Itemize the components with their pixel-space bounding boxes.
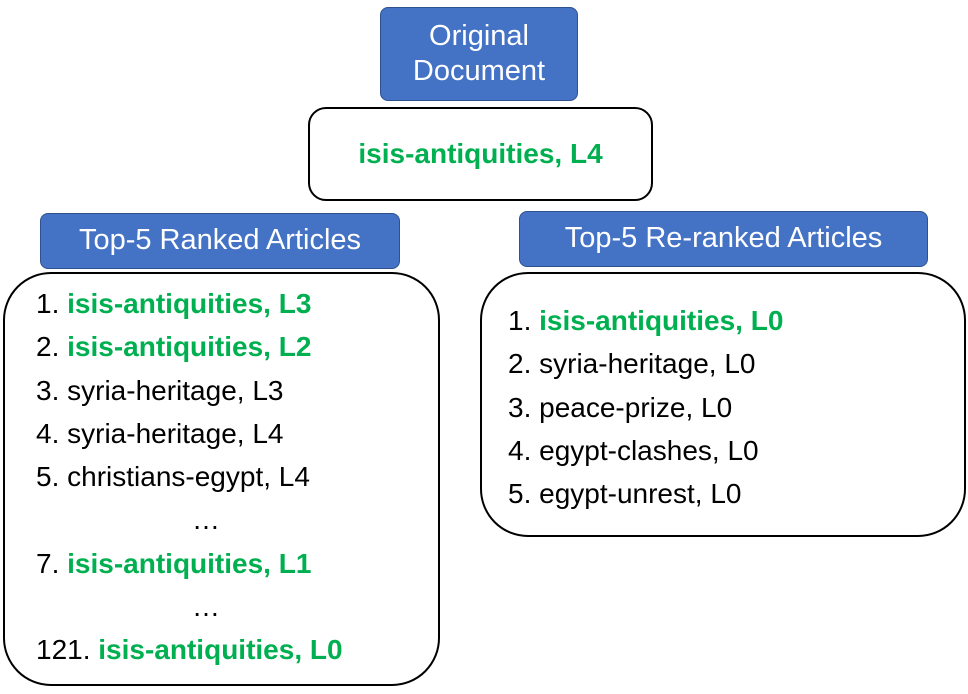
list-item-text: syria-heritage, L0 xyxy=(539,348,756,380)
original-document-label: Original Document xyxy=(380,7,578,101)
list-item: 121. isis-antiquities, L0 xyxy=(36,628,376,671)
top-5-ranked-header: Top-5 Ranked Articles xyxy=(40,213,400,269)
list-item: 5. egypt-unrest, L0 xyxy=(508,472,928,515)
list-item-text: isis-antiquities, L0 xyxy=(98,634,343,666)
list-item-number: 121. xyxy=(36,634,91,666)
list-item-number: 5. xyxy=(36,461,60,493)
reranked-articles-box xyxy=(480,272,966,537)
list-item-number: 4. xyxy=(36,417,60,449)
original-document-label-line2: Document xyxy=(412,55,546,87)
list-item-number: 1. xyxy=(36,288,60,319)
list-item-text: isis-antiquities, L0 xyxy=(539,305,784,336)
original-document-label-line1: Original xyxy=(429,19,529,52)
list-item-text: syria-heritage, L3 xyxy=(67,374,284,406)
list-item: 4. egypt-clashes, L0 xyxy=(508,429,928,472)
list-item-number: 1. xyxy=(508,305,532,336)
ranked-articles-box xyxy=(3,272,440,686)
list-item-text: isis-antiquities, L1 xyxy=(67,547,312,579)
top-5-reranked-header: Top-5 Re-ranked Articles xyxy=(519,211,928,267)
list-item-number: 5. xyxy=(508,478,532,510)
list-item: 2. syria-heritage, L0 xyxy=(508,342,928,385)
list-item: 7. isis-antiquities, L1 xyxy=(36,542,376,585)
list-item-text: egypt-unrest, L0 xyxy=(539,478,742,510)
list-item-number: 2. xyxy=(508,348,532,380)
list-item: 3. syria-heritage, L3 xyxy=(36,369,376,412)
list-item-text: christians-egypt, L4 xyxy=(67,461,310,493)
list-item: 2. isis-antiquities, L2 xyxy=(36,325,376,368)
list-item: 3. peace-prize, L0 xyxy=(508,386,928,429)
top-5-reranked-header-text: Top-5 Re-ranked Articles xyxy=(564,222,883,255)
list-item-number: 2. xyxy=(36,331,60,363)
list-item-number: 3. xyxy=(508,391,532,423)
list-item: 5. christians-egypt, L4 xyxy=(36,455,376,498)
reranked-articles-list: 1. isis-antiquities, L0 2. syria-heritage… xyxy=(508,299,928,515)
list-ellipsis: … xyxy=(192,504,220,536)
list-item-number: 7. xyxy=(36,547,60,579)
list-item-text: isis-antiquities, L3 xyxy=(67,288,312,319)
list-ellipsis: … xyxy=(192,591,220,623)
list-item-text: egypt-clashes, L0 xyxy=(539,434,759,466)
list-item-number: 3. xyxy=(36,374,60,406)
list-item-text: syria-heritage, L4 xyxy=(67,417,284,449)
list-item: 1. isis-antiquities, L3 xyxy=(36,282,376,325)
list-item-text: isis-antiquities, L2 xyxy=(67,331,312,363)
list-item: 1. isis-antiquities, L0 xyxy=(508,299,928,342)
original-document-text: isis-antiquities, L4 xyxy=(358,138,603,169)
list-item-number: 4. xyxy=(508,434,532,466)
ranked-articles-list: 1. isis-antiquities, L3 2. isis-antiquiti… xyxy=(36,282,376,672)
list-item: 4. syria-heritage, L4 xyxy=(36,412,376,455)
top-5-ranked-header-text: Top-5 Ranked Articles xyxy=(78,224,362,257)
list-item-text: peace-prize, L0 xyxy=(539,391,733,423)
original-document-box: isis-antiquities, L4 xyxy=(308,107,653,201)
